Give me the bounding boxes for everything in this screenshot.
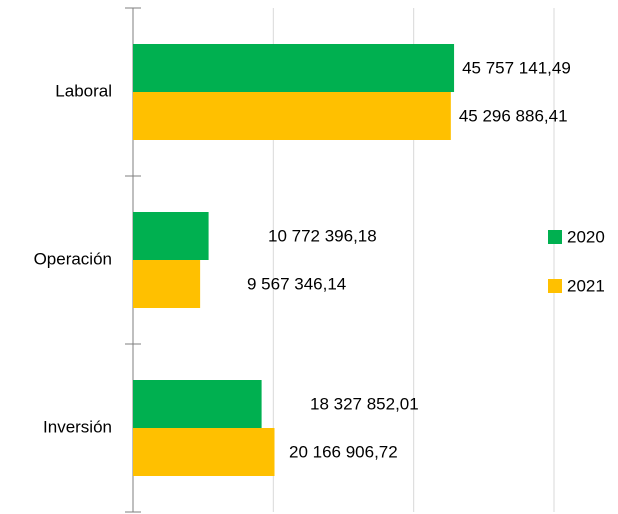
- legend-swatch: [548, 279, 562, 293]
- bar: [133, 428, 275, 476]
- category-label: Laboral: [55, 81, 112, 100]
- bar: [133, 44, 455, 92]
- bar: [133, 92, 451, 140]
- data-label: 45 296 886,41: [459, 106, 568, 125]
- category-label: Operación: [34, 249, 112, 268]
- legend-label: 2020: [567, 227, 605, 246]
- data-label: 9 567 346,14: [247, 274, 346, 293]
- bar: [133, 380, 262, 428]
- category-label: Inversión: [43, 417, 112, 436]
- data-label: 10 772 396,18: [268, 226, 377, 245]
- data-label: 45 757 141,49: [462, 58, 571, 77]
- bar: [133, 212, 209, 260]
- data-label: 20 166 906,72: [289, 442, 398, 461]
- legend-label: 2021: [567, 276, 605, 295]
- bar: [133, 260, 201, 308]
- legend-swatch: [548, 230, 562, 244]
- data-label: 18 327 852,01: [310, 394, 419, 413]
